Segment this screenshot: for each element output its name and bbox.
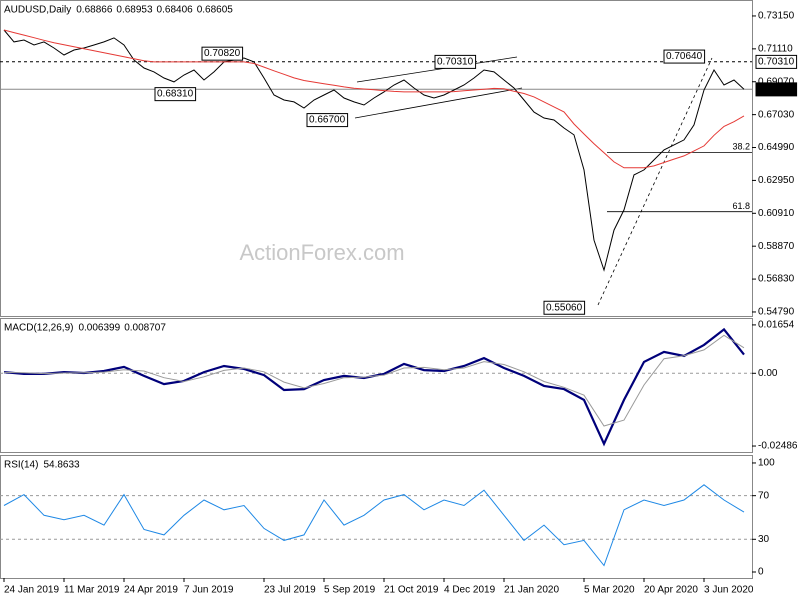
y-tick-label: 0.64990: [758, 142, 795, 153]
header-value: 0.006399: [78, 323, 120, 334]
header-value: 0.68953: [116, 5, 153, 16]
macd-panel: [0, 318, 753, 453]
annotation-label: 0.70640: [666, 51, 703, 62]
x-tick-label: 24 Apr 2019: [124, 585, 178, 596]
fib-label: 38.2: [732, 142, 750, 152]
label-box: [755, 82, 798, 97]
y-tick-label: -0.02486: [758, 441, 798, 452]
channel-lower: [354, 87, 523, 119]
y-tick-label: 30: [758, 534, 770, 545]
y-tick-label: 0.71110: [758, 43, 793, 54]
price-line-label: 0.68605: [758, 84, 795, 95]
rsi-panel: [0, 455, 753, 579]
x-tick-label: 7 Jun 2019: [184, 585, 234, 596]
x-tick-label: 21 Oct 2019: [384, 585, 439, 596]
header-value: 0.008707: [124, 323, 166, 334]
price-panel: [0, 0, 753, 317]
y-tick-label: 70: [758, 490, 770, 501]
x-tick-label: 11 Mar 2019: [64, 585, 120, 596]
series-line: [3, 327, 745, 447]
series-line: [3, 334, 745, 427]
x-tick-label: 21 Jan 2020: [504, 585, 559, 596]
y-tick-label: 0.58870: [758, 241, 795, 252]
x-tick-label: 23 Jul 2019: [264, 585, 316, 596]
label-box: [434, 54, 477, 69]
y-tick-label: 100: [758, 458, 775, 469]
x-tick-label: 5 Mar 2020: [584, 585, 635, 596]
series-line: [3, 29, 745, 169]
panel-title: RSI(14): [4, 460, 38, 471]
y-tick-label: 0.73150: [758, 11, 795, 22]
y-tick-label: 0.00: [758, 368, 778, 379]
y-tick-label: 0.56830: [758, 274, 795, 285]
y-tick-label: 0.60910: [758, 208, 795, 219]
header-value: 54.8633: [43, 460, 80, 471]
y-tick-label: 0.62950: [758, 175, 795, 186]
y-tick-label: 0.69070: [758, 76, 795, 87]
panel-title: AUDUSD,Daily: [4, 5, 71, 16]
label-box: [201, 46, 244, 61]
label-box: [306, 113, 349, 128]
annotation-label: 0.55060: [546, 302, 583, 313]
annotation-label: 0.66700: [309, 115, 346, 126]
y-tick-label: 0.54790: [758, 307, 795, 318]
label-box: [543, 300, 586, 315]
panel-title: MACD(12,26,9): [4, 323, 73, 334]
label-box: [154, 87, 197, 102]
x-tick-label: 4 Dec 2019: [444, 585, 496, 596]
price-line-label: 0.70310: [758, 56, 795, 67]
x-tick-label: 5 Sep 2019: [324, 585, 376, 596]
y-tick-label: 0: [758, 567, 764, 578]
x-tick-label: 20 Apr 2020: [644, 585, 698, 596]
series-line: [3, 484, 745, 567]
label-box: [663, 49, 706, 64]
y-tick-label: 0.67030: [758, 109, 795, 120]
fib-label: 61.8: [732, 201, 750, 211]
channel-upper: [356, 56, 518, 83]
trend-line: [597, 57, 713, 306]
x-tick-label: 24 Jan 2019: [4, 585, 59, 596]
annotation-label: 0.70310: [437, 56, 474, 67]
watermark: ActionForex.com: [239, 240, 404, 265]
x-tick-label: 3 Jun 2020: [704, 585, 754, 596]
label-box: [755, 54, 798, 69]
annotation-label: 0.70820: [204, 48, 241, 59]
header-value: 0.68866: [76, 5, 113, 16]
y-tick-label: 0.01654: [758, 320, 795, 331]
header-value: 0.68406: [157, 5, 194, 16]
header-value: 0.68605: [197, 5, 234, 16]
annotation-label: 0.68310: [157, 89, 194, 100]
series-line: [3, 29, 745, 272]
